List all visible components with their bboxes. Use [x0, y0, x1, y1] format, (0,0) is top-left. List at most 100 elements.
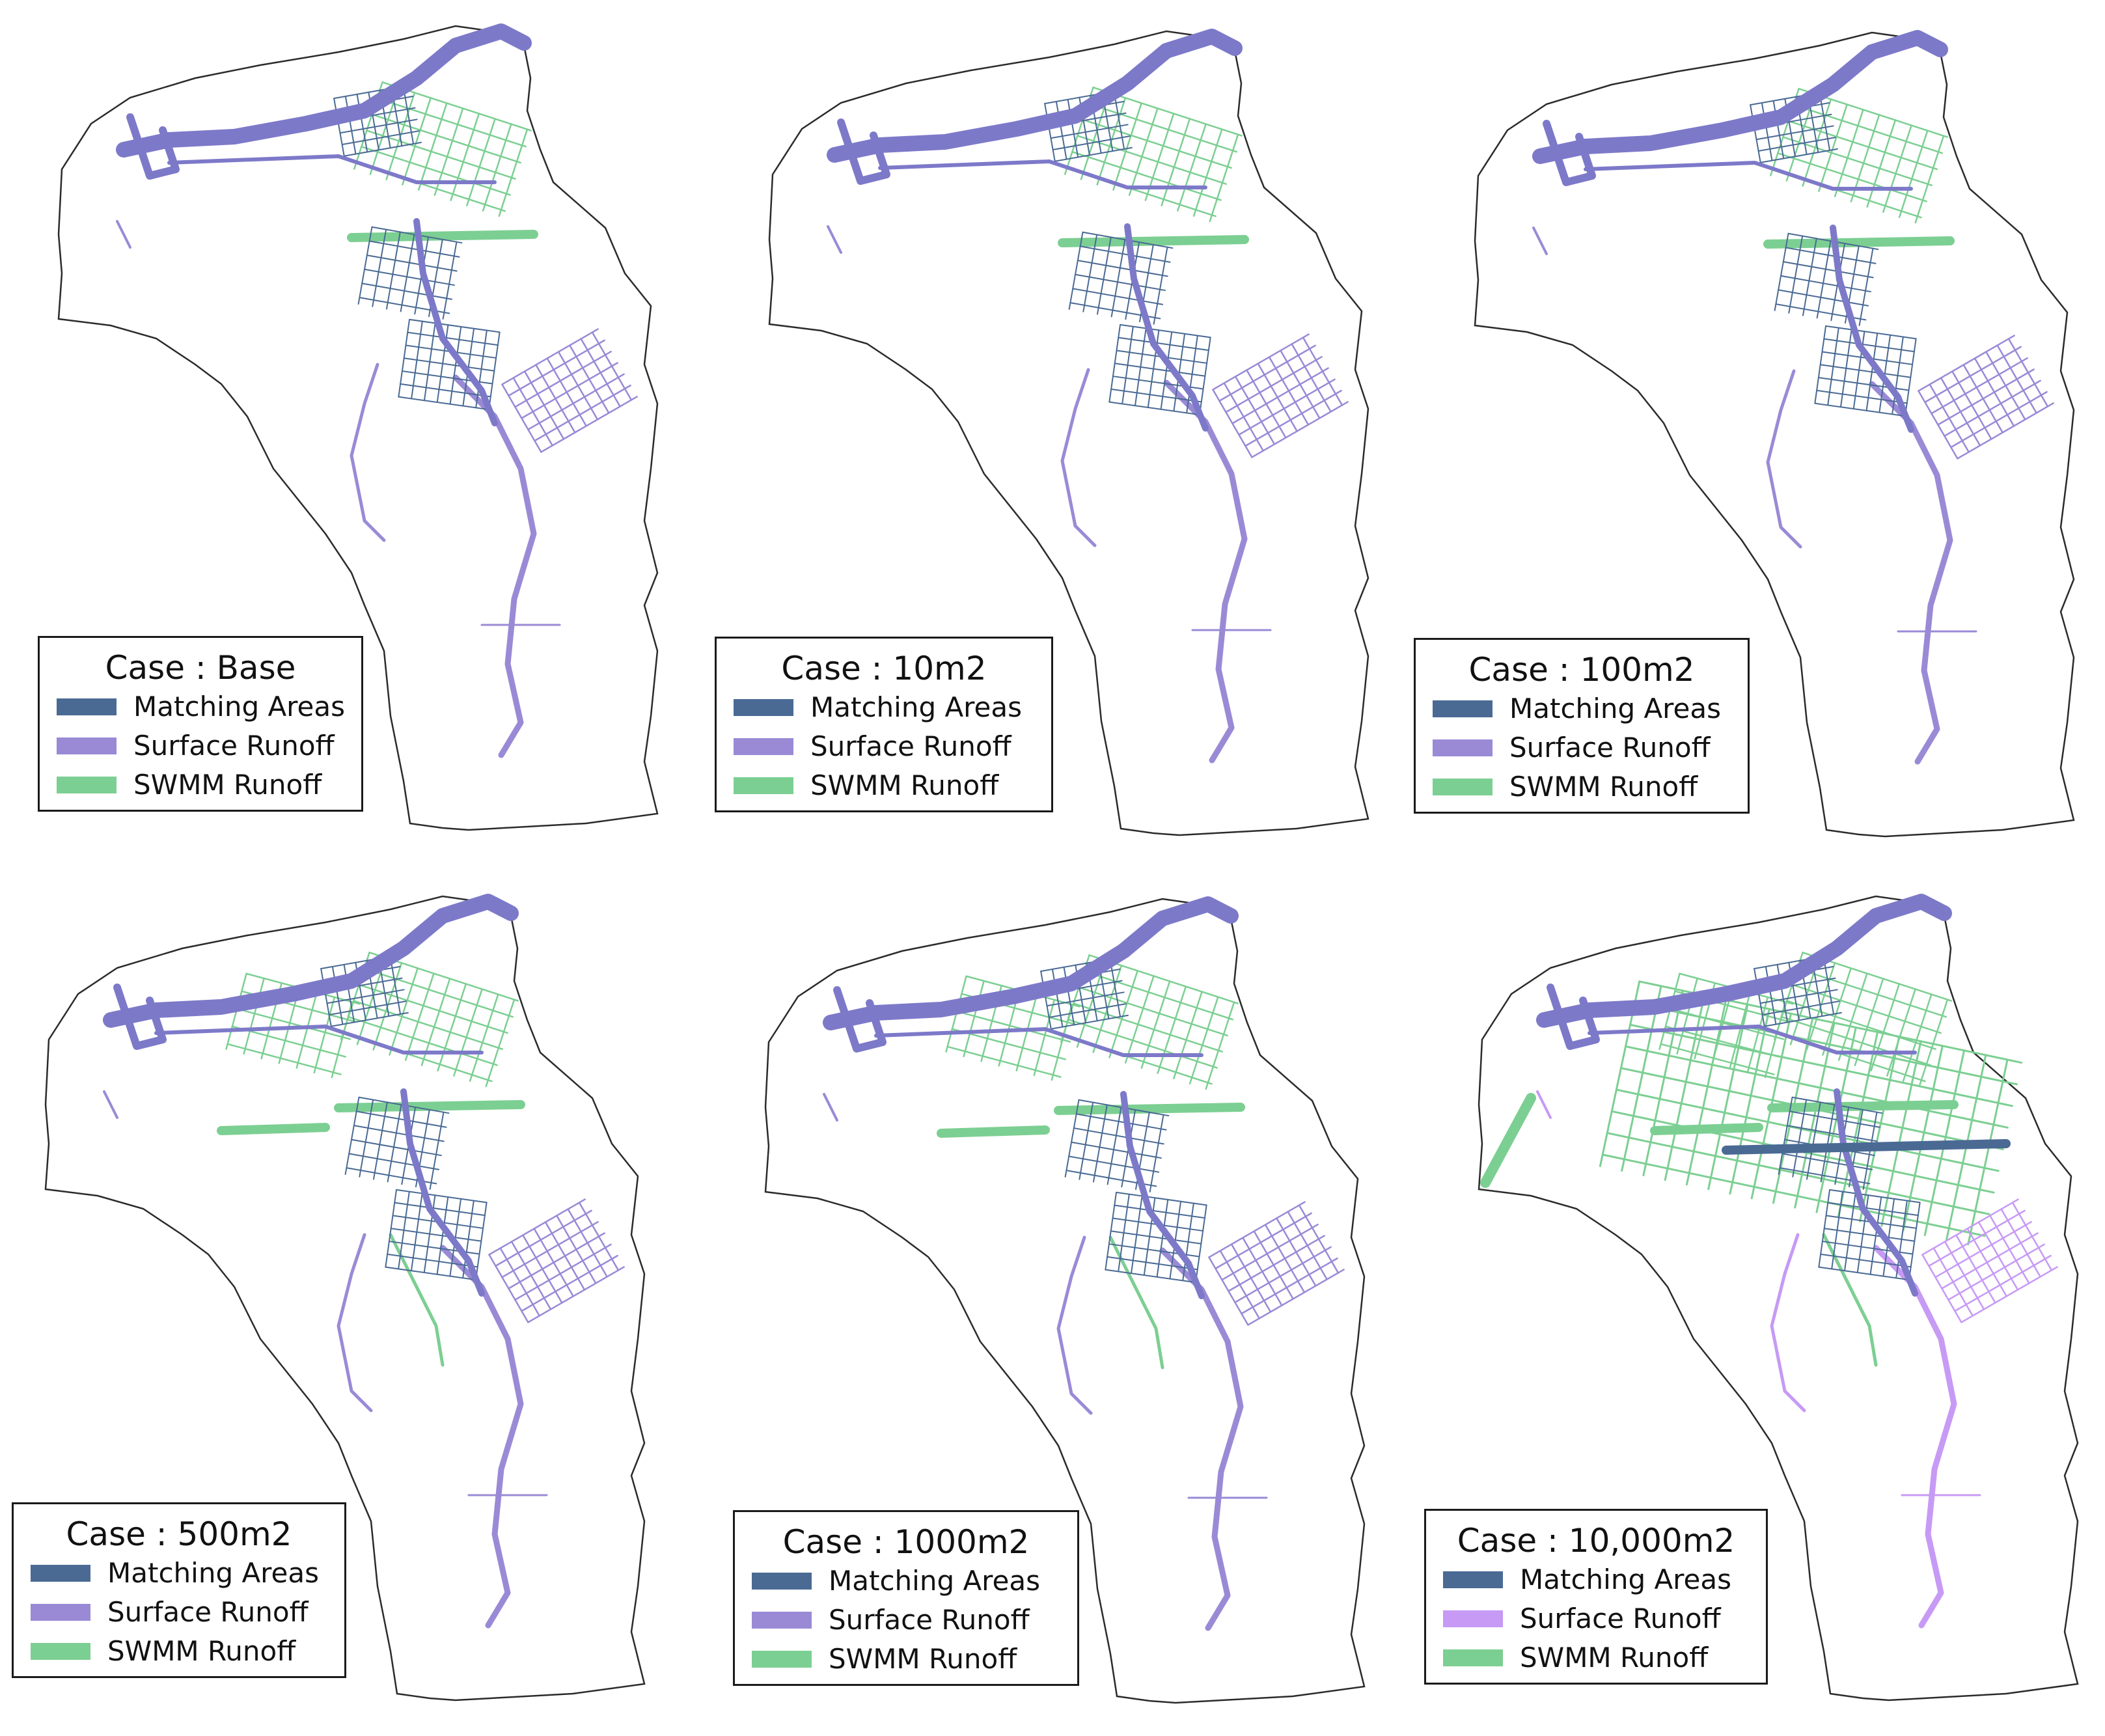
coastal-corridor	[103, 894, 519, 1028]
legend-item-swmm-runoff: SWMM Runoff	[57, 768, 322, 802]
swmm-network-north-line	[1192, 128, 1223, 217]
matching-grid-northcenter-line	[1759, 148, 1838, 163]
legend-item-surface-runoff: Surface Runoff	[734, 730, 1011, 764]
matching-grid-northcenter-line	[339, 118, 418, 134]
legend-swatch	[1433, 700, 1493, 717]
matching-grid-south-line	[409, 318, 501, 333]
matching-grid-south-line	[403, 357, 495, 372]
surface-runoff-east-grid-line	[1918, 335, 2015, 392]
legend-label: SWMM Runoff	[810, 769, 999, 801]
matching-grid-northcenter-line	[333, 98, 345, 157]
swmm-network-north-line	[348, 1016, 498, 1066]
swmm-network-north-line	[450, 113, 480, 201]
map-panel-100m2: Case : 100m2 Matching Areas Surface Runoff…	[1403, 0, 2105, 868]
swmm-network-north-line	[1777, 152, 1927, 202]
matching-grid-center-line	[366, 255, 458, 272]
surface-runoff-east-grid	[1212, 333, 1349, 458]
matching-grid-center-line	[429, 1111, 445, 1190]
surface-runoff-east-grid-line	[1215, 1212, 1312, 1270]
surface-runoff-east-grid	[488, 1198, 625, 1323]
surface-runoff-east-grid-line	[1924, 346, 2022, 404]
matching-grid-center-line	[1788, 235, 1804, 314]
surface-runoff-east-grid-line	[527, 373, 625, 431]
legend-item-matching-areas: Matching Areas	[1443, 1563, 1731, 1597]
legend-label: SWMM Runoff	[133, 769, 322, 801]
matching-grid-center-line	[1079, 245, 1171, 263]
surface-runoff-west-branch	[1056, 1235, 1093, 1415]
matching-grid-center-line	[400, 234, 415, 312]
matching-grid-center-line	[1785, 247, 1877, 264]
surface-runoff-east-grid-line	[1934, 1220, 2032, 1278]
swmm-network-north-line	[376, 97, 527, 148]
surface-runoff-east-grid-line	[1950, 391, 2048, 448]
matching-grid-south-line	[1818, 1266, 1910, 1281]
swmm-network-wide-line	[1772, 1017, 1814, 1204]
matching-grid-south-line	[1823, 1228, 1916, 1242]
legend-swatch	[1433, 739, 1493, 756]
swmm-network-wide-line	[1858, 1036, 1901, 1222]
matching-grid-south-line	[1105, 1269, 1196, 1284]
runoff-map	[764, 896, 1366, 1704]
matching-grid-center-line	[1782, 261, 1874, 279]
legend-label: Matching Areas	[1520, 1564, 1731, 1595]
surface-runoff-east-grid-line	[1228, 1235, 1325, 1292]
legend-swatch	[1443, 1571, 1503, 1588]
matching-grid-northcenter-line	[1113, 90, 1125, 150]
matching-grid-northcenter-line	[1067, 98, 1079, 158]
central-corridor	[1124, 223, 1209, 432]
legend-swatch	[31, 1604, 90, 1621]
coastal-corridor	[823, 896, 1239, 1030]
surface-runoff-east-grid-line	[501, 1220, 599, 1278]
swmm-network-wide-line	[1629, 1023, 2013, 1107]
matching-grid-northcenter-line	[1761, 102, 1773, 161]
swmm-runoff-band-west	[937, 1125, 1050, 1138]
swmm-network-north-line	[1793, 103, 1943, 154]
surface-runoff-east-grid-line	[488, 1198, 586, 1256]
swmm-network-north-line	[1157, 985, 1187, 1074]
legend-swatch	[752, 1573, 812, 1590]
surface-runoff-east-grid-line	[1944, 379, 2041, 437]
swmm-network-north-line	[1209, 133, 1239, 223]
case-title: Case : 1000m2	[782, 1523, 1030, 1561]
surface-runoff-east-grid-line	[1221, 1223, 1319, 1281]
legend-item-matching-areas: Matching Areas	[734, 691, 1022, 724]
swmm-network-wide-line	[1729, 1008, 1770, 1195]
matching-grid-south-line	[1116, 1191, 1207, 1206]
swmm-network-north-line	[1071, 151, 1222, 201]
surface-runoff-east-grid-line	[1241, 1257, 1338, 1315]
surface-runoff-east-grid-line	[1238, 378, 1336, 436]
matching-grid-northcenter-line	[1759, 989, 1838, 1004]
legend-item-matching-areas: Matching Areas	[31, 1556, 319, 1590]
matching-grid-center-line	[1071, 1141, 1162, 1159]
swmm-network-wide	[1599, 980, 2023, 1246]
swmm-network-north-line	[1205, 1001, 1235, 1090]
swmm-network-north-line	[498, 128, 529, 217]
swmm-runoff-south	[1108, 1235, 1164, 1370]
map-legend: Case : Base Matching Areas Surface Runoff S…	[38, 636, 363, 812]
port-area-west	[113, 984, 167, 1050]
map-layers	[1474, 30, 2075, 838]
swmm-network-wide-line	[1707, 1003, 1749, 1191]
matching-grid-northcenter-line	[356, 93, 368, 153]
matching-grid-center-line	[372, 228, 387, 307]
matching-grid-south-line	[1825, 325, 1917, 340]
matching-grid-center-line	[368, 240, 460, 258]
matching-grid-center-line	[357, 226, 373, 305]
surface-runoff-west-branch	[1770, 1233, 1806, 1412]
legend-label: Matching Areas	[133, 691, 345, 723]
swmm-network-north-line	[1161, 118, 1191, 206]
matching-grid-northcenter-line	[1755, 125, 1834, 141]
swmm-network-wide-line	[1642, 989, 1684, 1177]
surface-runoff-channel	[1163, 379, 1248, 764]
surface-runoff-east-grid	[1918, 335, 2054, 460]
swmm-network-north-line	[363, 967, 514, 1018]
central-corridor	[413, 218, 498, 426]
map-panel-500m2: Case : 500m2 Matching Areas Surface Runoff…	[0, 868, 702, 1735]
surface-runoff-east-grid-line	[527, 1266, 625, 1323]
swmm-network-west	[945, 975, 1080, 1081]
swmm-network-wide-line	[1606, 1132, 1990, 1215]
surface-runoff-east-grid-line	[1954, 1254, 2052, 1312]
matching-grid-center-line	[348, 1153, 440, 1170]
surface-runoff-channel	[1159, 1247, 1244, 1631]
swmm-network-north-line	[1112, 102, 1142, 191]
